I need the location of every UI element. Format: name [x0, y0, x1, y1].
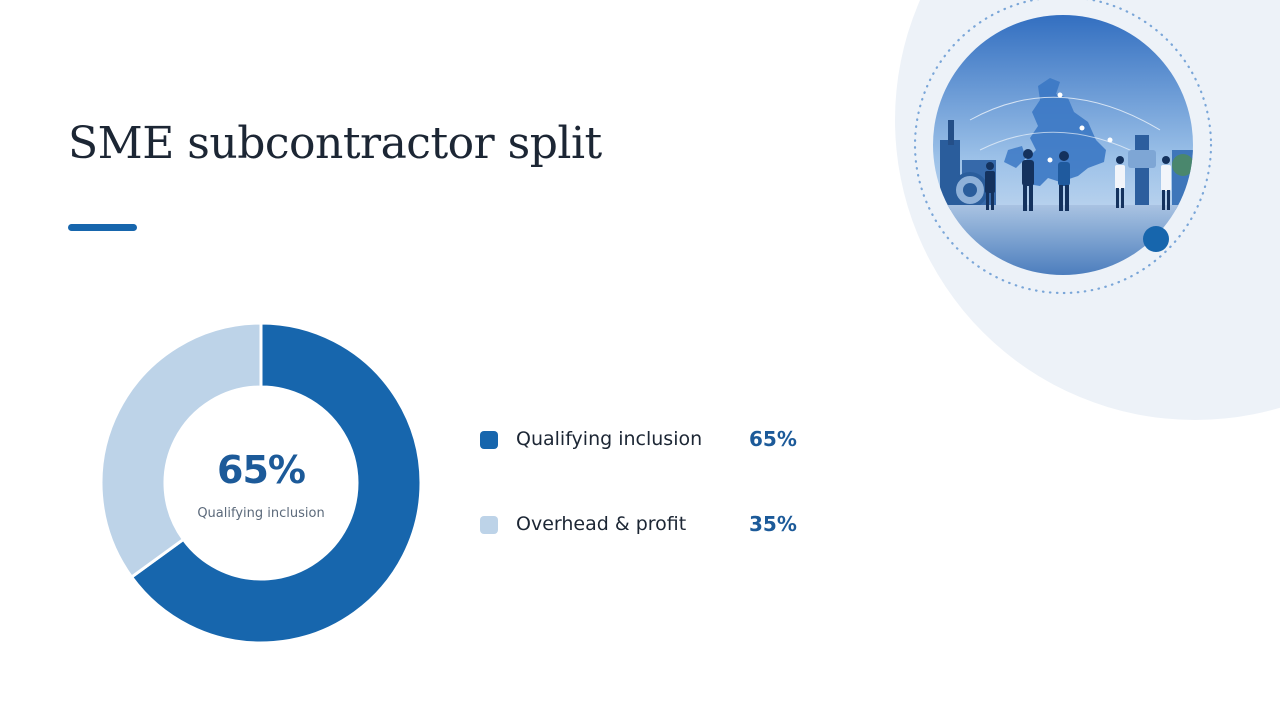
donut-chart	[99, 321, 423, 645]
page-title: SME subcontractor split	[68, 118, 602, 169]
legend-value: 65%	[749, 427, 797, 451]
uk-industry-collaboration-illustration	[913, 0, 1213, 295]
donut-center-label: Qualifying inclusion	[197, 506, 325, 521]
legend-value: 35%	[749, 512, 797, 536]
legend-item-overhead-profit: Overhead & profit 35%	[480, 505, 820, 545]
legend-swatch-overhead-profit	[480, 516, 498, 534]
legend-swatch-qualifying-inclusion	[480, 431, 498, 449]
donut-slice-overhead-profit	[99, 321, 263, 580]
donut-slice-qualifying-inclusion	[129, 321, 423, 645]
title-accent-bar	[68, 224, 137, 231]
legend-label: Qualifying inclusion	[516, 428, 703, 450]
legend-label: Overhead & profit	[516, 513, 687, 535]
legend-item-qualifying-inclusion: Qualifying inclusion 65%	[480, 420, 820, 460]
donut-center-value: 65%	[217, 448, 306, 492]
